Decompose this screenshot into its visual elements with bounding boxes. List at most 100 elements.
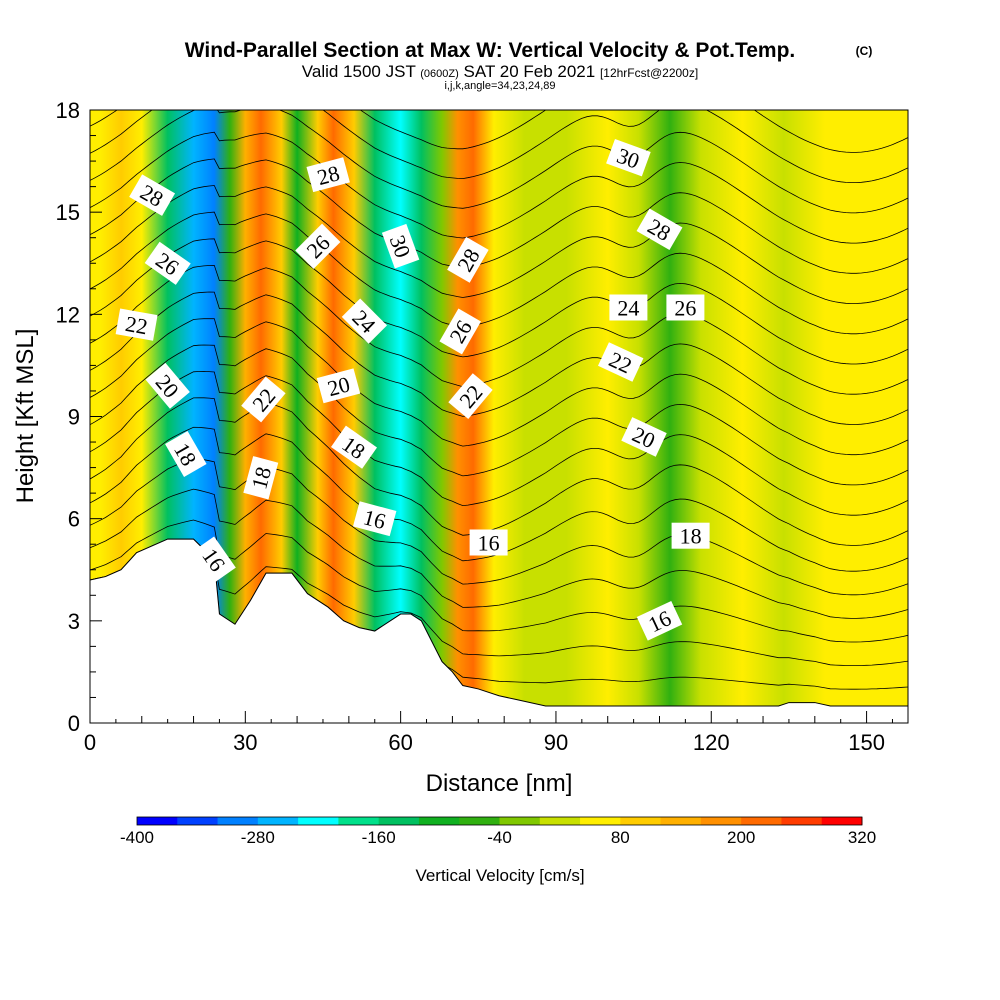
x-axis-title: Distance [nm] <box>426 770 573 797</box>
copyright-mark: (C) <box>856 44 873 58</box>
colorbar-swatch <box>298 817 339 825</box>
y-tick-label: 12 <box>56 302 80 327</box>
colorbar-swatch <box>257 817 299 825</box>
theta-contour-line <box>90 185 908 304</box>
colorbar-swatch <box>378 817 420 825</box>
contour-label-box <box>144 241 191 285</box>
contour-label-22: 22 <box>448 373 493 420</box>
contour-label-text: 24 <box>617 296 639 321</box>
valid-utc: (0600Z) <box>420 68 459 80</box>
contour-label-box <box>671 522 710 549</box>
contour-label-text: 22 <box>124 311 150 339</box>
colorbar-tick-label: 320 <box>848 828 876 847</box>
colorbar-swatch <box>660 817 702 825</box>
contour-label-box <box>306 157 350 193</box>
colorbar-swatch <box>499 817 541 825</box>
colorbar-swatch <box>781 817 823 825</box>
theta-contour-line <box>90 538 908 666</box>
contour-label-box <box>341 298 388 344</box>
y-tick-label: 3 <box>68 609 80 634</box>
contour-label-18: 18 <box>671 522 710 549</box>
contour-label-box <box>192 536 236 583</box>
colorbar-swatch <box>741 817 782 825</box>
colorbar-frame <box>136 816 863 826</box>
contour-label-30: 30 <box>606 138 651 177</box>
theta-contour-line <box>90 397 908 546</box>
contour-label-box <box>448 373 493 420</box>
contour-label-text: 16 <box>478 531 500 556</box>
colorbar-tick-label: 200 <box>727 828 755 847</box>
y-tick-label: 15 <box>56 200 80 225</box>
colorbar-swatch <box>700 817 742 825</box>
contour-label-box <box>316 368 361 404</box>
colorbar-tick-label: -40 <box>487 828 512 847</box>
contour-label-box <box>243 456 279 500</box>
colorbar-swatch <box>459 817 500 825</box>
theta-contour-line <box>90 318 908 456</box>
theta-contour-line <box>90 457 908 596</box>
colorbar-swatch <box>137 817 178 825</box>
contour-label-text: 18 <box>680 524 702 549</box>
contour-label-22: 22 <box>115 308 158 341</box>
y-tick-label: 0 <box>68 711 80 736</box>
contour-label-26: 26 <box>666 294 705 321</box>
theta-contour-line <box>90 211 908 335</box>
colorbar-tick-label: -400 <box>120 828 154 847</box>
contour-label-text: 26 <box>674 296 696 321</box>
contour-label-box <box>597 342 644 382</box>
theta-contour-line <box>90 370 908 516</box>
contour-label-box <box>115 308 158 341</box>
contour-label-28: 28 <box>306 157 350 193</box>
contour-label-box <box>145 362 190 409</box>
contour-label-box <box>636 208 683 250</box>
theta-contour-line <box>90 488 908 619</box>
x-tick-label: 60 <box>388 730 412 755</box>
colorbar-swatch <box>539 817 581 825</box>
theta-contour-line <box>90 110 908 153</box>
x-tick-label: 120 <box>693 730 730 755</box>
x-tick-label: 90 <box>544 730 568 755</box>
theta-contour-line <box>90 264 908 395</box>
x-axis: 0 30 60 90 120 150 <box>84 711 893 755</box>
y-axis-title: Height [Kft MSL] <box>12 329 39 504</box>
colorbar-ticks: -400 -280 -160 -40 80 200 320 <box>120 828 876 847</box>
contour-label-18: 18 <box>243 456 279 500</box>
contour-label-box <box>447 236 489 283</box>
contour-label-box <box>330 425 378 469</box>
contour-label-box <box>666 294 705 321</box>
contour-label-box <box>295 223 341 269</box>
contour-label-box <box>352 501 397 537</box>
contour-label-20: 20 <box>145 362 190 409</box>
colorbar-swatch <box>580 817 621 825</box>
colorbar-swatch <box>338 817 380 825</box>
contour-label-box <box>621 417 667 457</box>
theta-contour-line <box>90 291 908 425</box>
y-tick-label: 9 <box>68 405 80 430</box>
contour-label-box <box>381 223 420 269</box>
y-axis: 0 3 6 9 12 15 18 <box>56 98 102 736</box>
colorbar-tick-label: 80 <box>611 828 630 847</box>
y-tick-label: 6 <box>68 507 80 532</box>
contour-label-16: 16 <box>469 529 508 556</box>
theta-contour-line <box>90 131 908 244</box>
colorbar-swatch <box>217 817 259 825</box>
colorbar-tick-label: -160 <box>362 828 396 847</box>
valid-time-line: Valid 1500 JST (0600Z) SAT 20 Feb 2021 [… <box>302 62 698 81</box>
colorbar <box>136 816 863 826</box>
colorbar-swatch <box>821 817 863 825</box>
contour-label-20: 20 <box>316 368 361 404</box>
colorbar-title: Vertical Velocity [cm/s] <box>415 866 584 885</box>
x-tick-label: 0 <box>84 730 96 755</box>
contour-label-box <box>241 376 286 423</box>
theta-contour-line <box>90 238 908 365</box>
theta-contour-line <box>90 158 908 274</box>
chart-title: Wind-Parallel Section at Max W: Vertical… <box>185 39 796 62</box>
contour-label-box <box>439 308 481 355</box>
forecast-info: [12hrFcst@2200z] <box>600 66 698 80</box>
contour-label-24: 24 <box>609 294 648 321</box>
colorbar-swatch <box>177 817 219 825</box>
colorbar-swatch <box>620 817 662 825</box>
grid-indices: i,j,k,angle=34,23,24,89 <box>444 80 555 92</box>
